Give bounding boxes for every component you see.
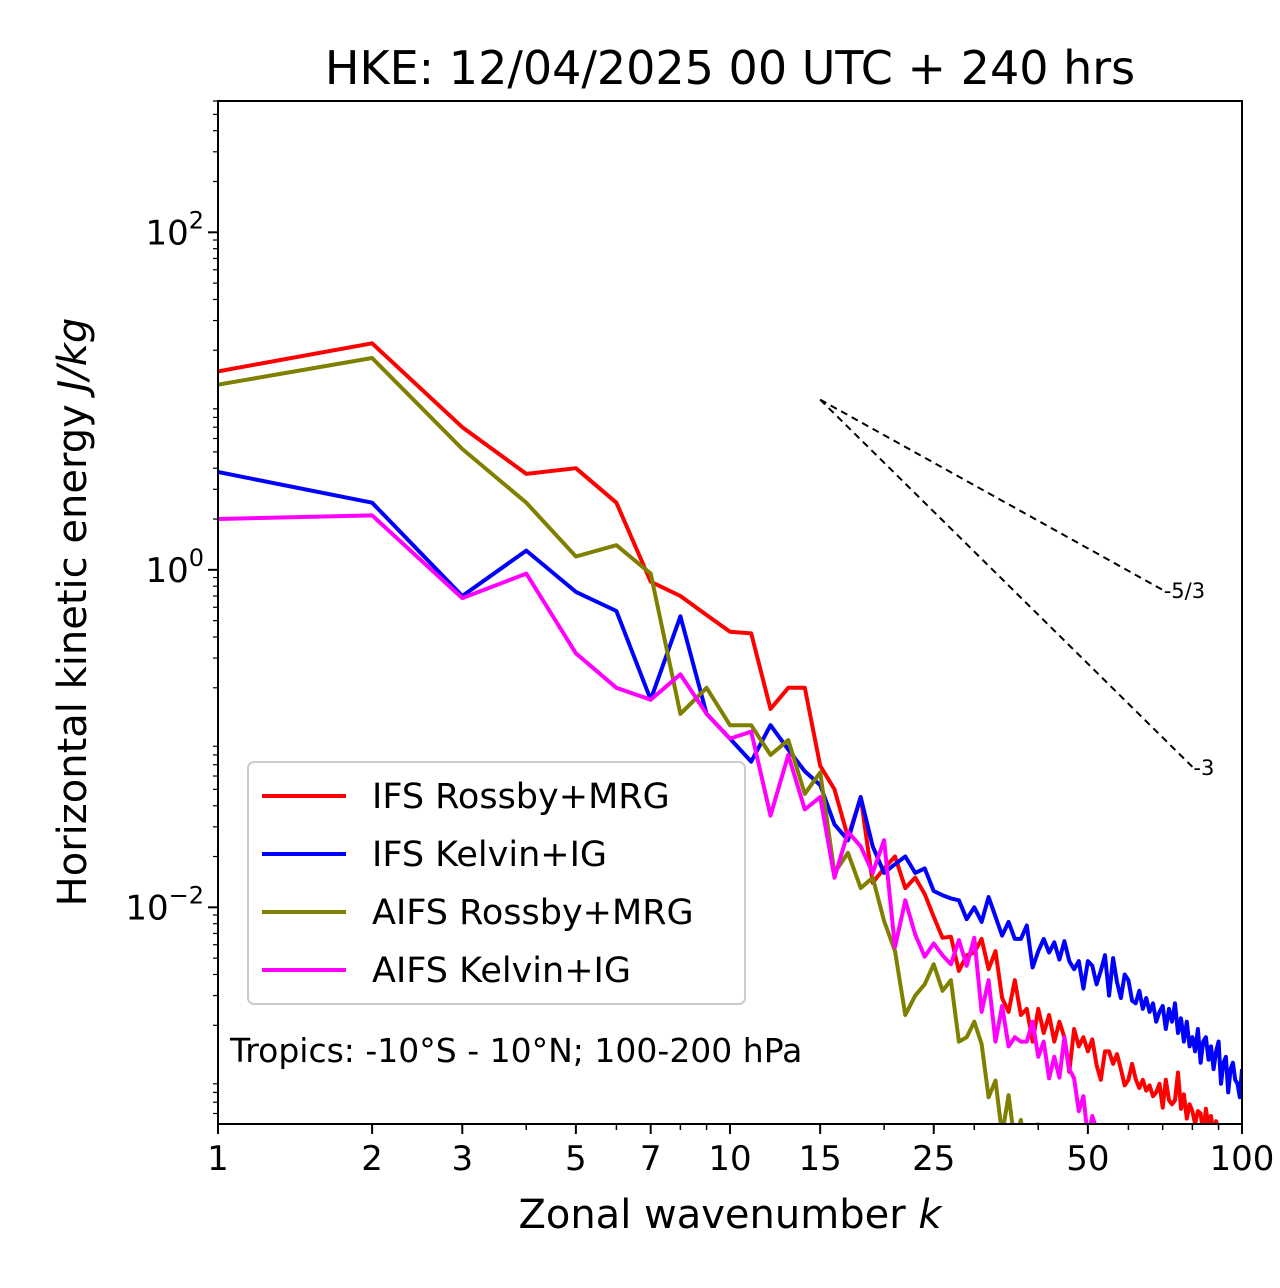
x-tick-label: 15 bbox=[799, 1139, 842, 1179]
y-tick-label: 102 bbox=[145, 206, 204, 253]
series-line-3 bbox=[218, 356, 1041, 1124]
x-axis-label: Zonal wavenumber k bbox=[518, 1192, 943, 1238]
legend: IFS Rossby+MRG IFS Kelvin+IG AIFS Rossby+M… bbox=[247, 761, 746, 1005]
reference-slope-label-2: -3 bbox=[1193, 756, 1214, 780]
axis-ticks: 1 2 3 5 7 10 15 25 50 100 10−2 100 102 bbox=[125, 100, 1275, 1179]
x-tick-label: 3 bbox=[451, 1139, 473, 1179]
reference-slope-label-1: -5/3 bbox=[1164, 579, 1205, 603]
y-axis-label: Horizontal kinetic energy J/kg bbox=[50, 318, 96, 907]
reference-slope-line-2 bbox=[819, 398, 1194, 768]
x-tick-label: 5 bbox=[565, 1139, 587, 1179]
legend-label-4: AIFS Kelvin+IG bbox=[372, 951, 631, 991]
x-tick-label: 10 bbox=[708, 1139, 751, 1179]
legend-label-3: AIFS Rossby+MRG bbox=[372, 893, 694, 933]
x-axis-label-var: k bbox=[918, 1192, 943, 1238]
x-tick-label: 25 bbox=[912, 1139, 955, 1179]
legend-label-1: IFS Rossby+MRG bbox=[372, 777, 670, 817]
x-tick-label: 1 bbox=[207, 1139, 229, 1179]
y-tick-label: 10−2 bbox=[125, 881, 204, 928]
legend-box bbox=[247, 761, 746, 1005]
x-tick-label: 7 bbox=[640, 1139, 662, 1179]
x-tick-label: 100 bbox=[1210, 1139, 1275, 1179]
x-tick-label: 50 bbox=[1066, 1139, 1109, 1179]
y-axis-label-unit: J/kg bbox=[50, 318, 96, 399]
reference-slopes: -5/3 -3 bbox=[819, 398, 1214, 780]
series-line-4 bbox=[218, 513, 1097, 1124]
chart-title: HKE: 12/04/2025 00 UTC + 240 hrs bbox=[325, 41, 1135, 95]
series-line-2 bbox=[218, 470, 1242, 1100]
reference-slope-line-1 bbox=[819, 398, 1164, 591]
y-tick-label: 100 bbox=[145, 544, 204, 591]
x-axis-label-text: Zonal wavenumber bbox=[518, 1192, 906, 1238]
region-annotation: Tropics: -10°S - 10°N; 100-200 hPa bbox=[229, 1031, 802, 1070]
x-tick-label: 2 bbox=[361, 1139, 383, 1179]
legend-label-2: IFS Kelvin+IG bbox=[372, 835, 607, 875]
y-axis-label-text: Horizontal kinetic energy bbox=[50, 404, 96, 906]
